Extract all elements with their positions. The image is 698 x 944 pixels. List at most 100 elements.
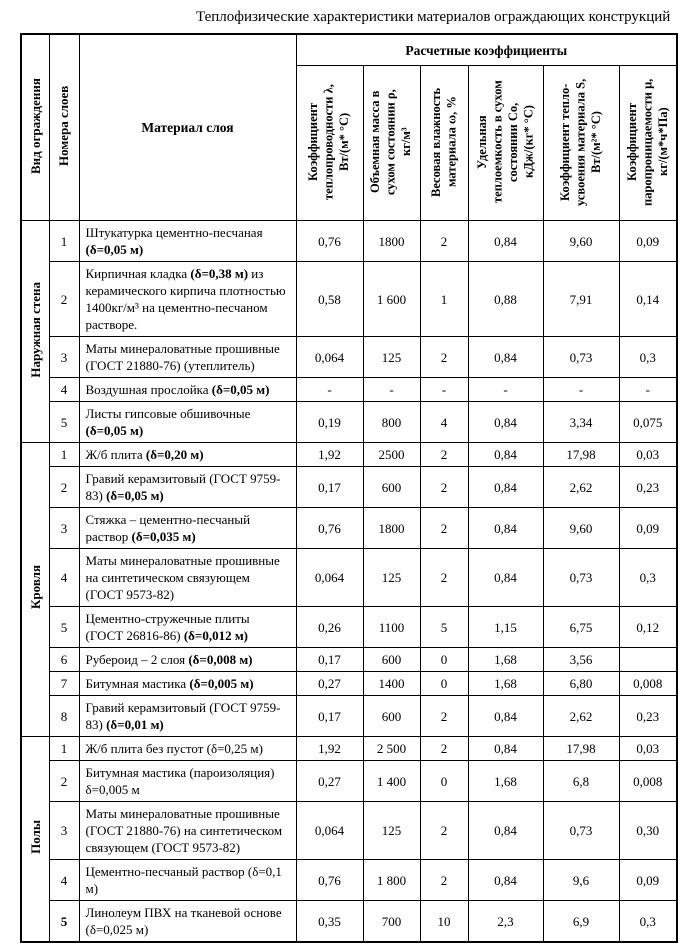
material-text-segment: (δ=0,01 м) bbox=[106, 717, 164, 732]
value-cell: 0,17 bbox=[295, 695, 364, 737]
layer-number-cell: 2 bbox=[48, 261, 80, 337]
layer-number-cell: 3 bbox=[48, 507, 80, 549]
value-cell: 125 bbox=[362, 801, 421, 860]
group-header-coefficients: Расчетные коэффициенты bbox=[295, 33, 678, 66]
value-cell: 0,14 bbox=[618, 261, 678, 337]
material-cell: Цементно-песчаный раствор (δ=0,1 м) bbox=[78, 859, 297, 901]
value-cell: 0,17 bbox=[295, 466, 364, 508]
table-row: 3 Маты минераловатные прошивные (ГОСТ 218… bbox=[21, 801, 678, 860]
material-text-segment: (δ=0,012 м) bbox=[183, 628, 249, 643]
value-cell: 0,76 bbox=[295, 507, 364, 549]
value-cell: 6,8 bbox=[542, 760, 620, 802]
value-cell: 1,68 bbox=[467, 647, 544, 672]
section-label: Кровля bbox=[20, 442, 50, 737]
column-header-heat-capacity: Удельная теплоемкость в сухом состоянии … bbox=[467, 65, 544, 221]
corner-header-enclosure-type: Вид ограждения bbox=[20, 33, 50, 221]
value-cell: 0,73 bbox=[542, 801, 620, 860]
section-label: Полы bbox=[20, 736, 50, 943]
value-cell: 0,03 bbox=[618, 736, 678, 761]
value-cell: 0,12 bbox=[618, 606, 678, 648]
value-cell: 600 bbox=[362, 466, 421, 508]
value-cell: 17,98 bbox=[542, 736, 620, 761]
value-cell: 2 bbox=[419, 548, 469, 607]
value-cell: 0,84 bbox=[467, 220, 544, 262]
column-header-moisture: Весовая влажность материала ω, % bbox=[419, 65, 469, 221]
material-text-segment: Битумная мастика bbox=[85, 676, 190, 691]
value-cell: 0,26 bbox=[295, 606, 364, 648]
page-title: Теплофизические характеристики материало… bbox=[196, 9, 671, 25]
layer-number-cell: 6 bbox=[48, 647, 80, 672]
material-text-segment: Маты минераловатные прошивные на синтети… bbox=[85, 553, 280, 602]
material-text-segment: (δ=0,035 м) bbox=[131, 529, 196, 544]
value-cell: 0 bbox=[419, 671, 469, 696]
table-row: 2 Кирпичная кладка (δ=0,38 м) из керамиче… bbox=[21, 261, 678, 337]
value-cell: 0,075 bbox=[618, 401, 678, 443]
material-text-segment: (δ=0,05 м) bbox=[85, 423, 144, 438]
section-label: Наружная стена bbox=[20, 220, 50, 443]
value-cell: 125 bbox=[362, 548, 421, 607]
value-cell: 2 bbox=[419, 442, 469, 467]
material-header-label: Материал слоя bbox=[141, 120, 234, 135]
material-cell: Маты минераловатные прошивные на синтети… bbox=[78, 548, 297, 607]
material-cell: Стяжка – цементно-песчаный раствор (δ=0,… bbox=[78, 507, 297, 549]
material-text-segment: (δ=0,38 м) bbox=[190, 266, 249, 281]
material-cell: Маты минераловатные прошивные (ГОСТ 2188… bbox=[78, 801, 297, 860]
value-cell: 600 bbox=[362, 647, 421, 672]
material-text-segment: (δ=0,005 м) bbox=[189, 676, 254, 691]
layer-number-cell: 8 bbox=[48, 695, 80, 737]
material-text-segment: из керамического кирпича плотностью 1400… bbox=[85, 266, 286, 332]
material-text-segment: Листы гипсовые обшивочные bbox=[85, 406, 251, 421]
value-cell: 125 bbox=[362, 336, 421, 378]
value-cell: 1100 bbox=[362, 606, 421, 648]
value-cell: 0,3 bbox=[618, 900, 678, 943]
value-cell: 1,92 bbox=[295, 736, 364, 761]
table-row: 8 Гравий керамзитовый (ГОСТ 9759-83) (δ=0… bbox=[21, 695, 678, 737]
table-row: 4 Воздушная прослойка (δ=0,05 м) - - - - - - bbox=[21, 377, 678, 402]
column-header-density: Объемная масса в сухом состоянии ρ, кг/м… bbox=[362, 65, 421, 221]
layer-number-cell: 7 bbox=[48, 671, 80, 696]
value-cell: 1 400 bbox=[362, 760, 421, 802]
value-cell: 4 bbox=[419, 401, 469, 443]
group-header-label: Расчетные коэффициенты bbox=[405, 42, 568, 58]
value-cell: 9,60 bbox=[542, 220, 620, 262]
value-cell: 600 bbox=[362, 695, 421, 737]
value-cell: 0,3 bbox=[618, 336, 678, 378]
enclosure-type-label: Вид ограждения bbox=[27, 77, 43, 174]
table-row: 7 Битумная мастика (δ=0,005 м) 0,27 1400 0 1,… bbox=[21, 671, 678, 696]
value-cell: 9,6 bbox=[542, 859, 620, 901]
value-cell: - bbox=[542, 377, 620, 402]
material-cell: Воздушная прослойка (δ=0,05 м) bbox=[78, 377, 297, 402]
header-row-columns: Коэффициент теплопроводности λ, Вт/(м* °… bbox=[21, 65, 678, 221]
material-cell: Рубероид – 2 слоя (δ=0,008 м) bbox=[78, 647, 297, 672]
value-cell: 6,9 bbox=[542, 900, 620, 943]
value-cell: 0,84 bbox=[467, 466, 544, 508]
layer-number-cell: 3 bbox=[48, 801, 80, 860]
value-cell: 0,03 bbox=[618, 442, 678, 467]
value-cell: 0,73 bbox=[542, 548, 620, 607]
table-row: 3 Стяжка – цементно-песчаный раствор (δ=0… bbox=[21, 507, 678, 549]
value-cell: 1,68 bbox=[467, 760, 544, 802]
section-label-text: Полы bbox=[27, 820, 43, 854]
value-cell: 0,19 bbox=[295, 401, 364, 443]
value-cell: 1 600 bbox=[362, 261, 421, 337]
material-cell: Битумная мастика (δ=0,005 м) bbox=[78, 671, 297, 696]
value-cell: 5 bbox=[419, 606, 469, 648]
value-cell: 0,23 bbox=[618, 466, 678, 508]
column-header-heat-assimilation: Коэффициент тепло- усвоения материала S,… bbox=[542, 65, 620, 221]
value-cell: 0,76 bbox=[295, 859, 364, 901]
value-cell: - bbox=[295, 377, 364, 402]
value-cell: 0,88 bbox=[467, 261, 544, 337]
value-cell: 0,84 bbox=[467, 736, 544, 761]
value-cell: 6,80 bbox=[542, 671, 620, 696]
layer-number-cell: 5 bbox=[48, 900, 80, 943]
value-cell: 1400 bbox=[362, 671, 421, 696]
material-text-segment: Стяжка – цементно-песчаный раствор bbox=[85, 512, 251, 544]
material-text-segment: Маты минераловатные прошивные (ГОСТ 2188… bbox=[85, 806, 283, 855]
material-cell: Ж/б плита (δ=0,20 м) bbox=[78, 442, 297, 467]
value-cell: 1,15 bbox=[467, 606, 544, 648]
material-text-segment: Кирпичная кладка bbox=[85, 266, 191, 281]
material-text-segment: Маты минераловатные прошивные (ГОСТ 2188… bbox=[85, 341, 280, 373]
value-cell: 0,73 bbox=[542, 336, 620, 378]
value-cell: 0,3 bbox=[618, 548, 678, 607]
table-row: 5 Линолеум ПВХ на тканевой основе (δ=0,02… bbox=[21, 900, 678, 943]
